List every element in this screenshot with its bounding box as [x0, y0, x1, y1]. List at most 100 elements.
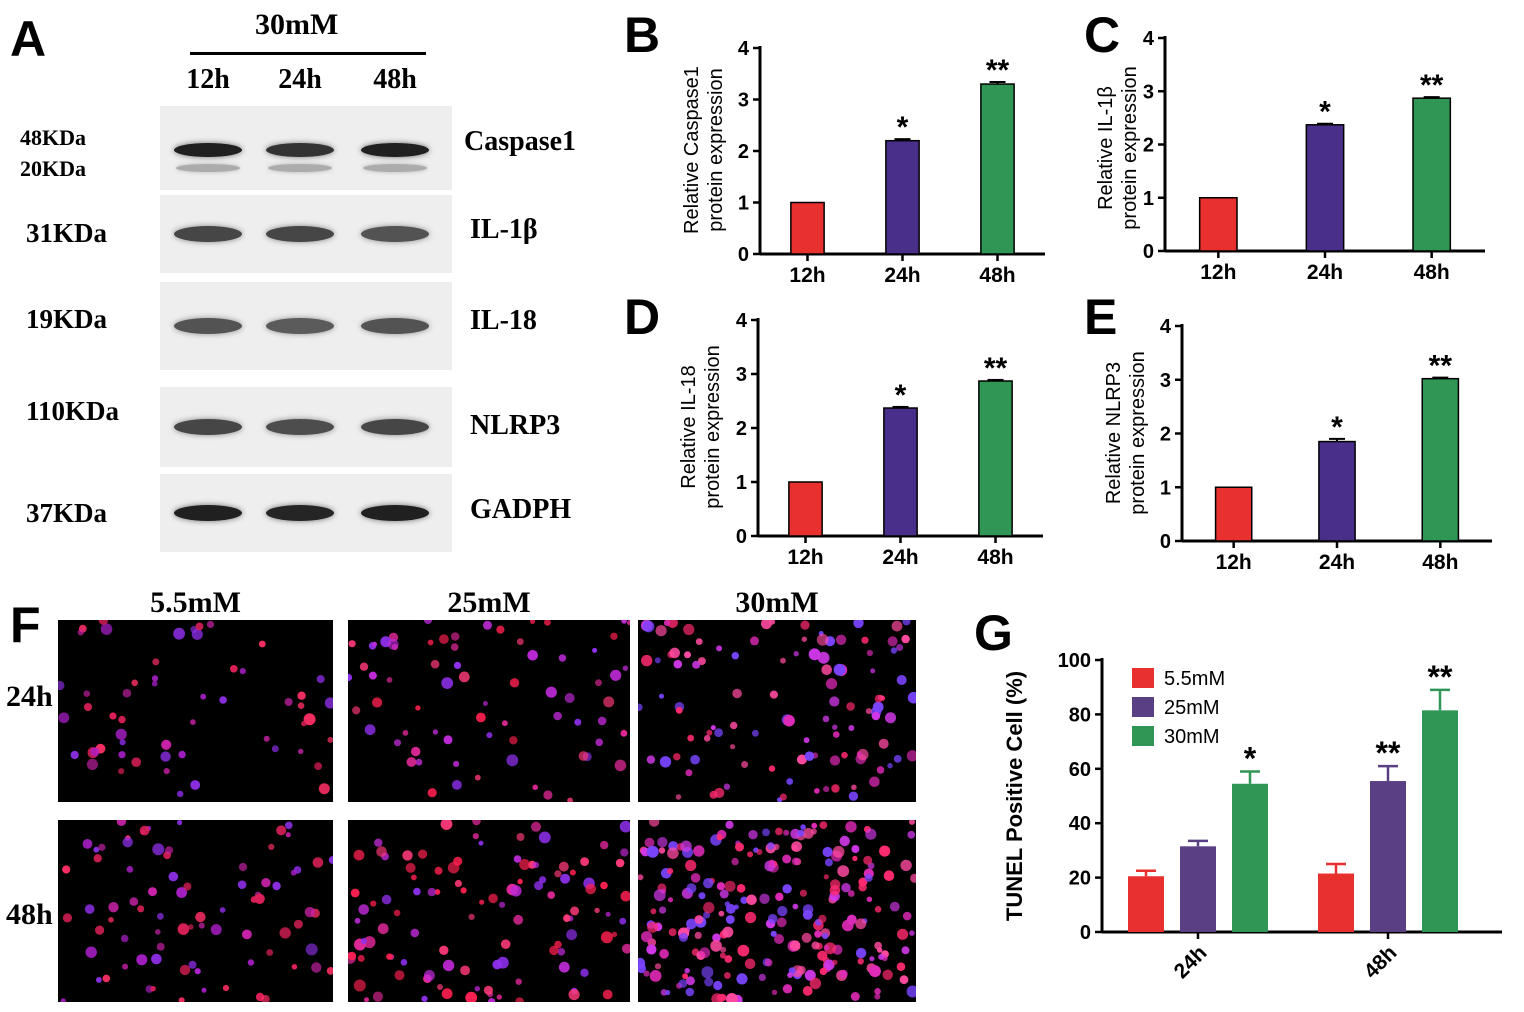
cell-nucleus: [558, 861, 569, 872]
cell-nucleus: [869, 956, 875, 962]
cell-nucleus: [427, 887, 436, 897]
cell-nucleus: [173, 627, 185, 640]
cell-nucleus: [680, 840, 692, 852]
cell-nucleus: [667, 897, 674, 903]
cell-nucleus: [659, 756, 672, 768]
cell-nucleus: [350, 888, 360, 898]
cell-nucleus: [62, 913, 72, 923]
cell-nucleus: [547, 891, 555, 899]
cell-nucleus: [797, 829, 805, 837]
cell-nucleus: [800, 824, 806, 830]
cell-nucleus: [98, 620, 108, 625]
cell-nucleus: [725, 820, 734, 829]
cell-nucleus: [188, 960, 197, 969]
cell-nucleus: [740, 896, 748, 904]
cell-nucleus: [703, 902, 715, 914]
cell-nucleus: [667, 868, 674, 875]
cell-nucleus: [847, 890, 855, 897]
cell-nucleus: [483, 620, 492, 630]
cell-nucleus: [779, 793, 787, 801]
micrograph-column-label: 25mM: [447, 586, 531, 619]
blot-kda-label: 20KDa: [20, 156, 86, 181]
blot-kda-label: 19KDa: [26, 304, 107, 334]
cell-nucleus: [878, 738, 889, 749]
cell-nucleus: [683, 623, 695, 636]
cell-nucleus: [907, 691, 916, 704]
cell-nucleus: [492, 959, 502, 970]
cell-nucleus: [851, 784, 857, 791]
cell-nucleus: [839, 969, 848, 979]
y-axis-label-line: protein expression: [702, 345, 724, 508]
panel-letter: C: [1084, 7, 1120, 63]
cell-nucleus: [177, 923, 190, 935]
blot-band: [266, 143, 334, 157]
y-tick-label: 2: [738, 141, 749, 163]
cell-nucleus: [745, 911, 757, 924]
cell-nucleus: [437, 984, 443, 990]
cell-nucleus: [519, 859, 531, 870]
cell-nucleus: [874, 941, 882, 950]
cell-nucleus: [318, 783, 330, 795]
cell-nucleus: [324, 697, 333, 709]
cell-nucleus: [620, 848, 629, 857]
cell-nucleus: [748, 830, 758, 840]
cell-nucleus: [402, 730, 409, 736]
blot-strip-IL-1β: [160, 195, 452, 273]
cell-nucleus: [131, 679, 138, 687]
cell-nucleus: [713, 980, 723, 991]
blot-kda-label: 31KDa: [26, 218, 107, 248]
cell-nucleus: [909, 820, 915, 825]
significance-mark: *: [1331, 411, 1343, 444]
cell-nucleus: [848, 791, 859, 801]
cell-nucleus: [118, 715, 126, 724]
cell-nucleus: [554, 870, 562, 878]
cell-nucleus: [684, 651, 691, 659]
y-tick-label: 4: [1160, 316, 1172, 338]
cell-nucleus: [759, 893, 770, 904]
cell-nucleus: [675, 794, 682, 800]
y-axis-label-line: protein expression: [1127, 351, 1149, 514]
cell-nucleus: [762, 828, 770, 837]
cell-nucleus: [787, 972, 793, 978]
cell-nucleus: [510, 885, 522, 897]
blot-band: [174, 419, 242, 435]
cell-nucleus: [852, 855, 858, 862]
micrograph-column-label: 30mM: [735, 586, 819, 619]
cell-nucleus: [814, 930, 822, 938]
cell-nucleus: [865, 708, 872, 715]
cell-nucleus: [58, 680, 65, 691]
cell-nucleus: [829, 755, 841, 766]
micrograph-cells: [58, 620, 333, 798]
cell-nucleus: [768, 859, 775, 866]
cell-nucleus: [219, 907, 226, 913]
blot-band: [266, 318, 334, 334]
micrograph-row-label: 48h: [6, 898, 53, 931]
cell-nucleus: [650, 908, 657, 915]
cell-nucleus: [496, 625, 505, 634]
bar-12h: [790, 201, 825, 255]
cell-nucleus: [478, 840, 484, 846]
cell-nucleus: [488, 893, 498, 904]
cell-nucleus: [684, 968, 690, 974]
cell-nucleus: [701, 966, 714, 979]
significance-mark: *: [897, 111, 909, 144]
cell-nucleus: [352, 706, 361, 715]
cell-nucleus: [615, 858, 625, 868]
cell-nucleus: [393, 909, 401, 917]
cell-nucleus: [718, 910, 725, 917]
cell-nucleus: [876, 766, 885, 774]
cell-nucleus: [151, 953, 162, 965]
cell-nucleus: [673, 659, 683, 669]
cell-nucleus: [258, 640, 266, 648]
cell-nucleus: [822, 932, 829, 940]
cell-nucleus: [720, 946, 727, 953]
blot-band: [266, 505, 334, 521]
bar-24h: [1305, 124, 1345, 252]
cell-nucleus: [434, 866, 443, 875]
bar-48h: [1412, 97, 1452, 252]
panel-letter: G: [974, 605, 1013, 661]
y-axis-label-line: protein expression: [705, 68, 727, 231]
cell-nucleus: [285, 832, 291, 838]
cell-nucleus: [563, 914, 571, 922]
cell-nucleus: [85, 946, 97, 958]
